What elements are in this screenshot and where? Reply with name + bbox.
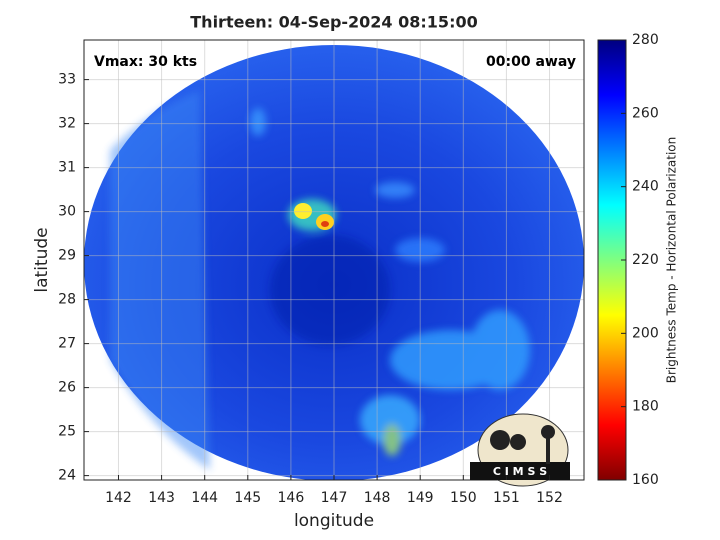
x-tick-label: 145: [234, 490, 261, 506]
colorbar-tick-label: 220: [632, 252, 659, 268]
y-tick-label: 28: [58, 292, 76, 308]
y-tick-label: 32: [58, 116, 76, 132]
y-tick-label: 33: [58, 72, 76, 88]
colorbar-tick-label: 200: [632, 325, 659, 341]
x-tick-label: 148: [364, 490, 391, 506]
grid: [84, 40, 584, 480]
x-tick-label: 146: [278, 490, 305, 506]
colorbar-tick-label: 160: [632, 472, 659, 488]
colorbar-tick-label: 180: [632, 399, 659, 415]
x-tick-label: 152: [536, 490, 563, 506]
y-tick-label: 29: [58, 248, 76, 264]
colorbar-label: Brightness Temp - Horizontal Polarizatio…: [665, 137, 679, 384]
y-tick-label: 26: [58, 380, 76, 396]
y-tick-label: 30: [58, 204, 76, 220]
logo-text: C I M S S: [493, 465, 547, 478]
y-axis-label: latitude: [32, 227, 52, 292]
x-tick-label: 149: [407, 490, 434, 506]
cimss-logo: C I M S S: [470, 413, 570, 487]
colorbar-tick-label: 260: [632, 105, 659, 121]
y-tick-label: 31: [58, 160, 76, 176]
y-tick-label: 24: [58, 468, 76, 484]
annotation: 00:00 away: [486, 54, 576, 70]
x-tick-label: 143: [148, 490, 175, 506]
x-tick-label: 147: [321, 490, 348, 506]
colorbar-tick-label: 280: [632, 32, 659, 48]
x-tick-label: 150: [450, 490, 477, 506]
annotation: Vmax: 30 kts: [94, 54, 197, 70]
y-tick-label: 25: [58, 424, 76, 440]
chart-title: Thirteen: 04-Sep-2024 08:15:00: [190, 13, 477, 32]
x-tick-label: 142: [105, 490, 132, 506]
x-tick-label: 144: [191, 490, 218, 506]
y-tick-label: 27: [58, 336, 76, 352]
colorbar-tick-label: 240: [632, 179, 659, 195]
x-axis-label: longitude: [294, 511, 374, 531]
x-tick-label: 151: [493, 490, 520, 506]
